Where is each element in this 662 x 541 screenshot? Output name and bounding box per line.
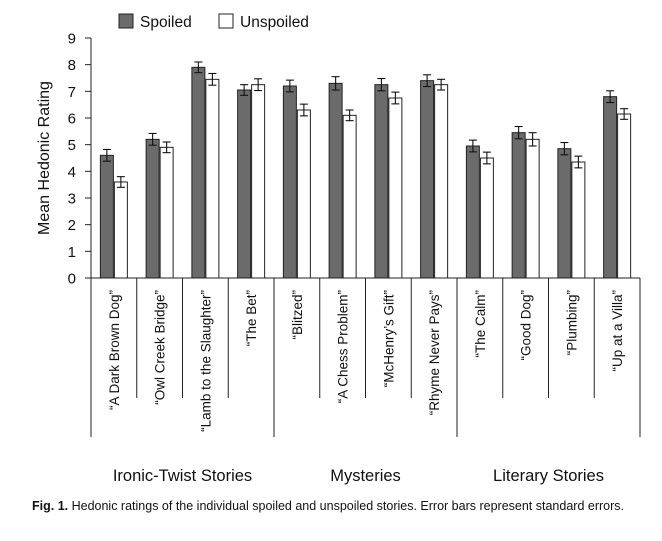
group-label: Mysteries (330, 467, 401, 485)
bar-unspoiled (388, 97, 403, 279)
bar-unspoiled (205, 78, 220, 279)
y-axis: 0 1 2 3 4 5 6 7 8 9 Mean Hedonic Rating (36, 31, 92, 288)
figure-caption-label: Fig. 1. (32, 499, 69, 513)
x-category-label: “McHenry’s Gift” (381, 290, 396, 387)
x-category-label: “The Calm” (473, 290, 488, 358)
y-tick-label: 2 (68, 217, 76, 234)
bar-unspoiled (434, 84, 449, 279)
bar-spoiled (99, 154, 114, 279)
chart-legend: Spoiled Unspoiled (118, 13, 309, 31)
bar-spoiled (420, 80, 435, 279)
bar-unspoiled (296, 109, 311, 279)
x-category-label: “Lamb to the Slaughter” (198, 290, 213, 432)
legend-swatch-spoiled (118, 13, 134, 29)
y-tick-label: 1 (68, 244, 76, 261)
bar-unspoiled (617, 113, 632, 279)
y-tick-label: 5 (68, 137, 76, 154)
y-tick-label: 8 (68, 57, 76, 74)
bar-unspoiled (525, 138, 540, 279)
x-category-label: “The Bet” (244, 290, 259, 346)
bar-spoiled (374, 84, 389, 279)
bar-spoiled (191, 66, 206, 279)
x-category-label: “Good Dog” (519, 290, 534, 361)
x-category-label: “Blitzed” (290, 290, 305, 340)
y-tick-label: 7 (68, 84, 76, 101)
y-tick-label: 3 (68, 191, 76, 208)
bar-chart: Spoiled Unspoiled 0 1 2 3 4 5 6 7 8 9 Mean Hedonic … (36, 13, 641, 485)
bar-spoiled (145, 138, 160, 279)
group-label: Literary Stories (493, 467, 604, 485)
legend-swatch-unspoiled (218, 13, 234, 29)
bar-spoiled (511, 132, 526, 279)
group-labels: Ironic-Twist Stories Mysteries Literary St… (113, 467, 604, 485)
bar-spoiled (237, 89, 252, 279)
x-category-label: “Up at a Villa” (610, 290, 625, 372)
legend-label-unspoiled: Unspoiled (240, 14, 309, 31)
x-axis: “A Dark Brown Dog” “Owl Creek Bridge” “Lam… (90, 277, 641, 437)
bar-unspoiled (113, 181, 128, 279)
x-category-label: “Plumbing” (564, 290, 579, 355)
x-category-label: “Rhyme Never Pays” (427, 290, 442, 415)
bar-spoiled (557, 148, 572, 279)
x-category-label: “A Chess Problem” (336, 290, 351, 403)
y-tick-label: 9 (68, 31, 76, 48)
y-tick-label: 6 (68, 111, 76, 128)
bar-unspoiled (342, 114, 357, 279)
bars-layer (99, 61, 632, 279)
bar-spoiled (465, 145, 480, 279)
y-tick-label: 4 (68, 164, 76, 181)
bar-unspoiled (571, 161, 586, 279)
x-category-label: “A Dark Brown Dog” (107, 290, 122, 410)
y-tick-label: 0 (68, 271, 76, 288)
bar-unspoiled (159, 146, 174, 279)
y-axis-title: Mean Hedonic Rating (36, 81, 53, 235)
legend-label-spoiled: Spoiled (140, 14, 192, 31)
group-label: Ironic-Twist Stories (113, 467, 252, 485)
bar-spoiled (328, 82, 343, 279)
bar-unspoiled (479, 157, 494, 279)
bar-spoiled (603, 96, 618, 279)
x-category-label: “Owl Creek Bridge” (153, 290, 168, 405)
figure-caption-text: Hedonic ratings of the individual spoile… (68, 499, 624, 513)
bar-spoiled (282, 85, 297, 279)
figure-caption: Fig. 1. Hedonic ratings of the individua… (32, 498, 647, 515)
bar-unspoiled (251, 84, 266, 279)
